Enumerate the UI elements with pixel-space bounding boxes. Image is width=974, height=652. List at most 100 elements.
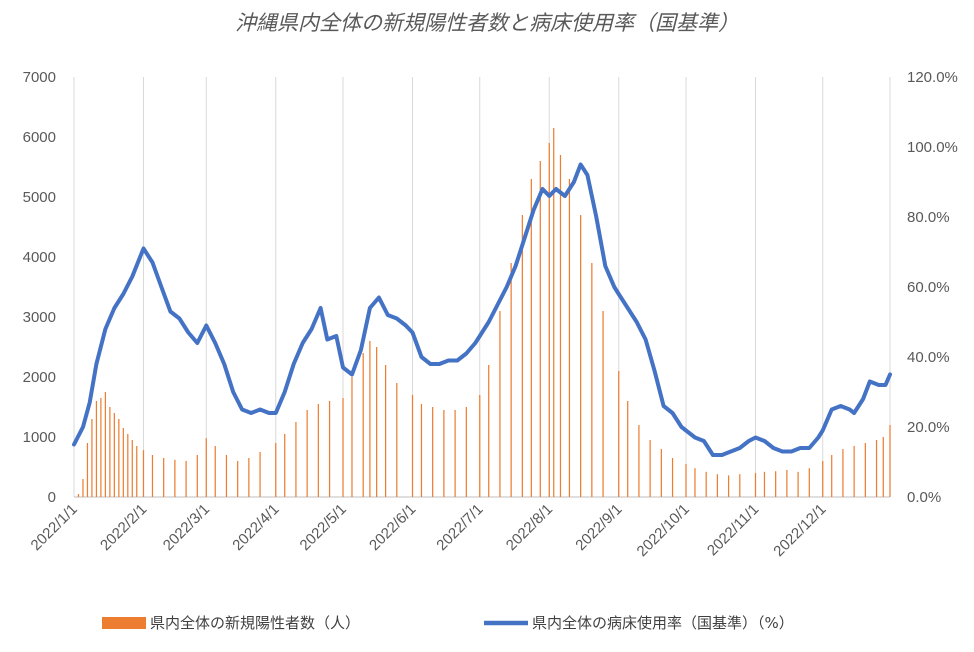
bar	[694, 468, 696, 497]
bar	[831, 455, 833, 497]
right-tick-label: 0.0%	[907, 489, 941, 506]
bar	[822, 461, 824, 497]
bar	[100, 398, 102, 497]
bar	[739, 474, 741, 497]
left-tick-label: 5000	[23, 189, 56, 206]
bar	[376, 347, 378, 497]
x-tick-label: 2022/6/1	[366, 501, 419, 554]
bar	[465, 407, 467, 497]
bar	[889, 425, 891, 497]
bar	[136, 446, 138, 497]
bar	[328, 401, 331, 497]
bar	[127, 434, 129, 497]
right-tick-label: 60.0%	[907, 279, 950, 296]
legend-bar-label: 県内全体の新規陽性者数（人）	[150, 614, 360, 632]
bar	[77, 494, 80, 497]
bar	[539, 161, 541, 497]
bar	[317, 404, 319, 497]
bar	[775, 471, 777, 497]
left-tick-label: 3000	[23, 309, 56, 326]
bar	[786, 470, 788, 497]
bar	[432, 407, 434, 497]
bar	[362, 353, 364, 497]
right-tick-label: 120.0%	[907, 69, 958, 86]
bar	[205, 438, 207, 497]
bar	[580, 215, 582, 497]
chart-title: 沖縄県内全体の新規陽性者数と病床使用率（国基準）	[235, 11, 739, 35]
bar	[559, 155, 562, 497]
bar	[113, 413, 115, 497]
x-tick-label: 2022/2/1	[97, 501, 150, 554]
bar	[131, 440, 133, 497]
bar	[369, 341, 371, 497]
x-tick-label: 2022/1/1	[28, 501, 81, 554]
bar	[618, 371, 620, 497]
bar	[196, 455, 198, 497]
bar	[122, 428, 124, 497]
bar	[627, 401, 629, 497]
bar	[553, 128, 555, 497]
series-line	[72, 162, 892, 457]
bar	[95, 401, 98, 497]
legend: 県内全体の新規陽性者数（人） 県内全体の病床使用率（国基準）（%）	[102, 614, 794, 632]
x-tick-label: 2022/7/1	[433, 501, 486, 554]
bar	[411, 395, 414, 497]
bar	[797, 471, 799, 497]
left-tick-label: 0	[48, 489, 56, 506]
bar	[163, 458, 165, 497]
bar	[284, 434, 286, 497]
x-tick-label: 2022/12/1	[770, 501, 829, 560]
bar	[638, 425, 640, 497]
x-tick-label: 2022/11/1	[704, 501, 762, 559]
x-tick-label: 2022/3/1	[160, 501, 213, 554]
gridlines	[73, 77, 891, 498]
bar	[225, 455, 228, 497]
bar	[521, 215, 523, 497]
bar	[568, 179, 571, 497]
bar	[602, 311, 604, 497]
bar	[671, 458, 674, 497]
x-tick-label: 2022/5/1	[297, 501, 350, 554]
bar	[214, 446, 216, 497]
bar	[727, 475, 730, 497]
right-tick-label: 40.0%	[907, 349, 950, 366]
bar	[882, 437, 884, 497]
bar	[510, 263, 512, 497]
x-tick-label: 2022/8/1	[503, 501, 556, 554]
bar	[488, 365, 490, 497]
bar	[118, 419, 120, 497]
bar	[685, 464, 687, 497]
left-tick-label: 6000	[23, 129, 56, 146]
bar	[295, 422, 297, 497]
x-tick-label: 2022/9/1	[572, 501, 625, 554]
bar-series	[77, 128, 891, 497]
bar	[530, 179, 532, 497]
bar	[705, 471, 707, 497]
bar	[443, 410, 445, 497]
bar	[548, 143, 550, 497]
bar	[109, 407, 111, 497]
bar	[649, 440, 651, 497]
bar	[342, 398, 344, 497]
bar	[754, 473, 757, 497]
left-tick-label: 4000	[23, 249, 56, 266]
bar	[420, 404, 423, 497]
left-tick-label: 2000	[23, 369, 56, 386]
right-tick-label: 20.0%	[907, 419, 950, 436]
right-axis-ticks: 0.0% 20.0% 40.0% 60.0% 80.0% 100.0% 120.0%	[907, 69, 958, 506]
bar	[454, 410, 456, 497]
bar	[237, 461, 239, 497]
bar	[91, 419, 93, 497]
bar	[842, 449, 844, 497]
x-tick-label: 2022/10/1	[634, 501, 693, 560]
bar	[396, 383, 398, 497]
bar	[248, 458, 250, 497]
left-tick-label: 1000	[23, 429, 56, 446]
line-series	[72, 162, 892, 457]
bar	[660, 449, 662, 497]
bar	[479, 395, 481, 497]
right-tick-label: 100.0%	[907, 139, 958, 156]
bar	[351, 377, 353, 497]
x-tick-label: 2022/4/1	[229, 501, 282, 554]
